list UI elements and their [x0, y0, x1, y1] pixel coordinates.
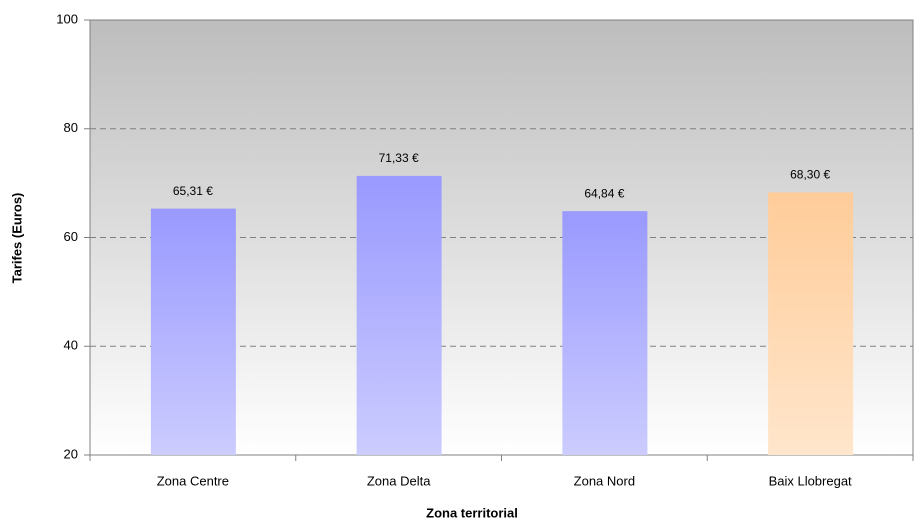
bar	[768, 192, 854, 455]
y-tick-label: 100	[56, 11, 78, 26]
bar	[562, 211, 648, 455]
x-tick-label: Zona Centre	[157, 473, 229, 488]
y-tick-label: 80	[64, 120, 78, 135]
x-tick-label: Zona Delta	[367, 473, 431, 488]
bar	[150, 208, 236, 455]
value-label: 71,33 €	[379, 151, 419, 165]
y-tick-label: 60	[64, 229, 78, 244]
x-tick-label: Baix Llobregat	[769, 473, 852, 488]
x-tick-label: Zona Nord	[574, 473, 635, 488]
value-label: 68,30 €	[790, 168, 830, 182]
y-axis-title: Tarifes (Euros)	[9, 193, 24, 284]
value-label: 64,84 €	[584, 186, 624, 200]
y-tick-label: 40	[64, 338, 78, 353]
value-label: 65,31 €	[173, 184, 213, 198]
bar	[356, 175, 442, 455]
y-tick-label: 20	[64, 446, 78, 461]
x-axis-title: Zona territorial	[426, 505, 518, 520]
